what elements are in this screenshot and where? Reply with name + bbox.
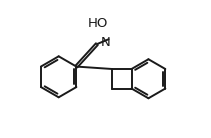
Text: HO: HO <box>88 17 108 30</box>
Text: N: N <box>100 36 110 49</box>
